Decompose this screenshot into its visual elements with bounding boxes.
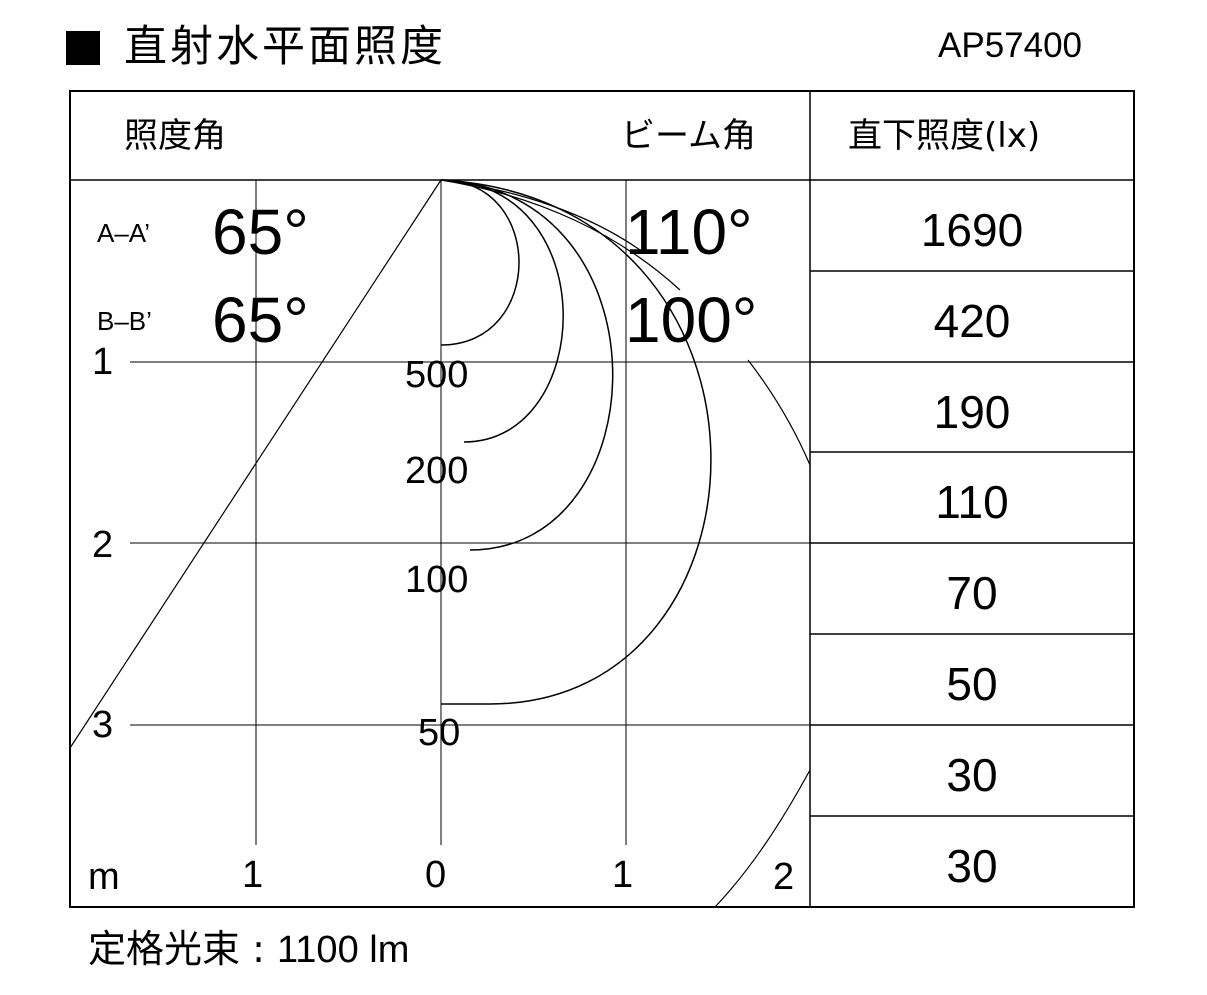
page-title: 直射水平面照度 <box>124 22 446 72</box>
direct-value-6m: 50 <box>946 658 998 710</box>
direct-value-3m: 190 <box>933 386 1011 438</box>
contour-label-50: 50 <box>418 712 461 754</box>
rated-flux: 定格光束 : 1100 lm <box>88 930 409 969</box>
axis-tick-right-2: 2 <box>773 856 795 898</box>
axis-tick-left-1: 1 <box>242 854 264 896</box>
contour-label-500: 500 <box>405 354 469 396</box>
direct-value-7m: 30 <box>946 749 998 801</box>
beam-curve-1 <box>440 179 641 251</box>
light-angle-line <box>69 179 442 749</box>
axis-tick-right-1: 1 <box>612 854 634 896</box>
rated-flux-separator: : <box>240 927 277 971</box>
depth-label-1: 1 <box>92 341 114 383</box>
axis-unit: m <box>88 856 120 898</box>
isolux-curve-100 <box>440 179 614 551</box>
rated-flux-label: 定格光束 <box>88 927 241 971</box>
direct-value-1m: 1690 <box>920 204 1024 256</box>
section-b-beam: 100° <box>625 284 758 356</box>
beam-curve-4 <box>714 769 811 908</box>
beam-header: ビーム角 <box>621 116 756 156</box>
axis-tick-0: 0 <box>425 854 447 896</box>
contour-label-200: 200 <box>405 450 469 492</box>
rated-flux-value: 1100 lm <box>276 929 410 971</box>
beam-curve-2 <box>440 179 681 291</box>
section-b-label: B–B’ <box>97 306 152 336</box>
isolux-curve-50 <box>440 179 712 705</box>
section-a-label: A–A’ <box>97 218 150 248</box>
depth-label-2: 2 <box>92 524 114 566</box>
title-square-icon <box>66 31 100 65</box>
isolux-curve-500 <box>440 179 520 346</box>
direct-value-8m: 30 <box>946 840 998 892</box>
direct-value-2m: 420 <box>933 295 1011 347</box>
depth-label-3: 3 <box>92 704 114 746</box>
direct-value-4m: 110 <box>935 476 1009 528</box>
section-a-beam: 110° <box>625 196 753 268</box>
isolux-curve-200 <box>440 179 564 443</box>
angle-header: 照度角 <box>124 116 226 156</box>
direct-value-5m: 70 <box>946 567 998 619</box>
direct-illuminance-header: 直下照度(lx) <box>848 116 1041 156</box>
section-b-angle: 65° <box>212 284 309 356</box>
table-frame <box>69 90 1135 908</box>
section-a-angle: 65° <box>212 196 309 268</box>
beam-curve-3 <box>747 359 811 466</box>
model-number: AP57400 <box>938 26 1083 65</box>
contour-label-100: 100 <box>405 559 469 601</box>
